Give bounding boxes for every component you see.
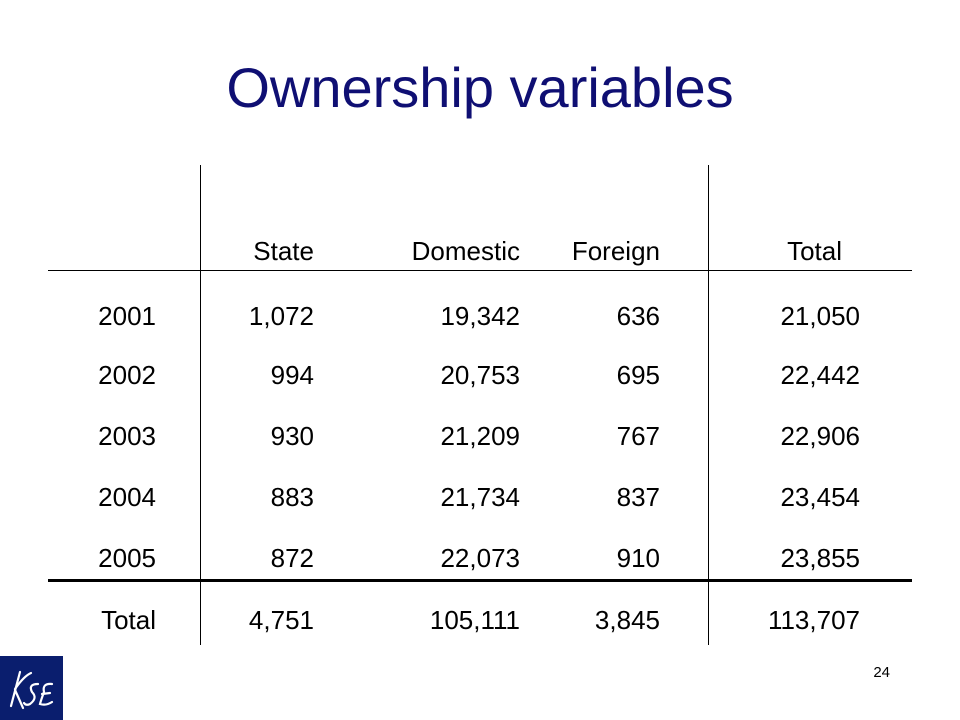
cell-foreign: 910 bbox=[616, 543, 660, 573]
total-rule bbox=[48, 579, 912, 582]
total-foreign: 3,845 bbox=[594, 605, 660, 635]
cell-foreign: 767 bbox=[616, 421, 660, 451]
cell-domestic: 19,342 bbox=[440, 301, 520, 331]
cell-state: 930 bbox=[270, 421, 314, 451]
row-year: 2004 bbox=[98, 482, 156, 512]
header-rule bbox=[48, 270, 912, 271]
row-year: 2003 bbox=[98, 421, 156, 451]
header-foreign: Foreign bbox=[571, 236, 660, 266]
cell-total: 21,050 bbox=[780, 301, 860, 331]
cell-domestic: 20,753 bbox=[440, 360, 520, 390]
cell-total: 22,442 bbox=[780, 360, 860, 390]
cell-foreign: 695 bbox=[616, 360, 660, 390]
cell-total: 22,906 bbox=[780, 421, 860, 451]
total-domestic: 105,111 bbox=[429, 605, 520, 635]
cell-total: 23,454 bbox=[780, 482, 860, 512]
table-divider-left bbox=[200, 165, 201, 645]
cell-state: 883 bbox=[270, 482, 314, 512]
slide-title: Ownership variables bbox=[226, 56, 734, 119]
row-year: 2001 bbox=[98, 301, 156, 331]
cell-foreign: 837 bbox=[616, 482, 660, 512]
cell-domestic: 21,209 bbox=[440, 421, 520, 451]
kse-logo bbox=[0, 656, 63, 720]
cell-state: 872 bbox=[270, 543, 314, 573]
total-label: Total bbox=[101, 605, 156, 635]
cell-state: 1,072 bbox=[248, 301, 314, 331]
kse-logo-mark bbox=[9, 670, 54, 710]
header-domestic: Domestic bbox=[411, 236, 520, 266]
cell-total: 23,855 bbox=[780, 543, 860, 573]
table-divider-right bbox=[708, 165, 709, 645]
cell-domestic: 21,734 bbox=[440, 482, 520, 512]
total-total: 113,707 bbox=[767, 605, 860, 635]
total-state: 4,751 bbox=[248, 605, 314, 635]
row-year: 2005 bbox=[98, 543, 156, 573]
cell-foreign: 636 bbox=[616, 301, 660, 331]
cell-state: 994 bbox=[270, 360, 314, 390]
row-year: 2002 bbox=[98, 360, 156, 390]
page-number: 24 bbox=[873, 664, 890, 681]
cell-domestic: 22,073 bbox=[440, 543, 520, 573]
header-state: State bbox=[253, 236, 314, 266]
header-total: Total bbox=[787, 236, 842, 266]
